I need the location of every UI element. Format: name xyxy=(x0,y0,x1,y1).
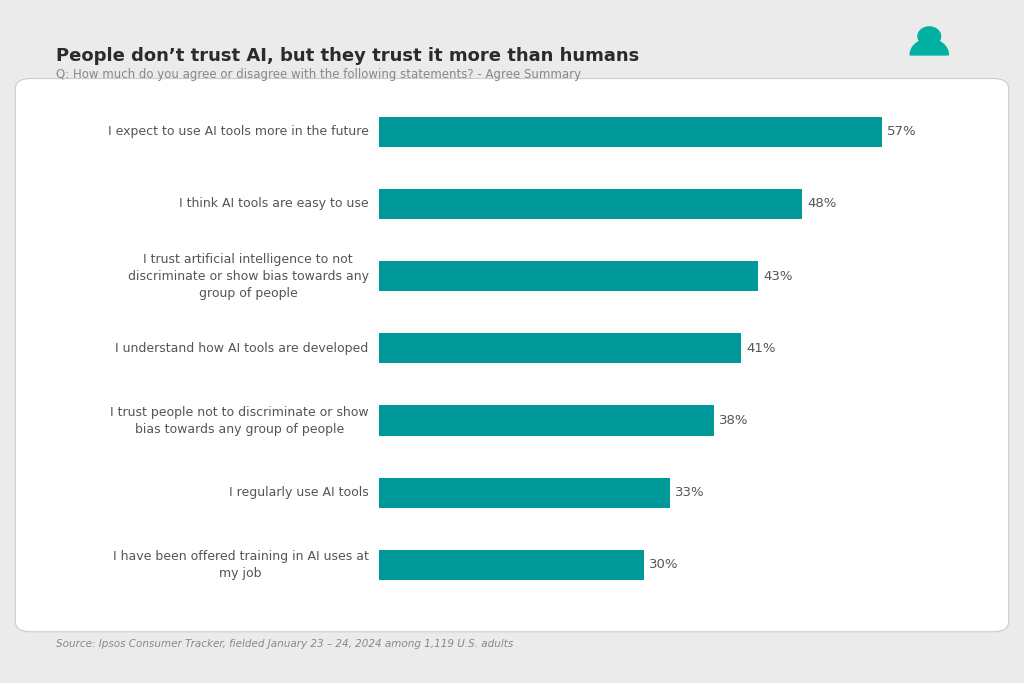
Text: 38%: 38% xyxy=(720,414,749,427)
Text: 33%: 33% xyxy=(675,486,705,499)
Bar xyxy=(379,333,740,363)
Wedge shape xyxy=(910,39,948,55)
Text: 43%: 43% xyxy=(764,270,793,283)
Circle shape xyxy=(918,27,941,46)
Text: I trust artificial intelligence to not
discriminate or show bias towards any
gro: I trust artificial intelligence to not d… xyxy=(128,253,369,300)
Bar xyxy=(379,261,758,291)
Text: Source: Ipsos Consumer Tracker, fielded January 23 – 24, 2024 among 1,119 U.S. a: Source: Ipsos Consumer Tracker, fielded … xyxy=(56,639,514,649)
Bar xyxy=(379,117,882,147)
Text: I regularly use AI tools: I regularly use AI tools xyxy=(229,486,369,499)
Bar xyxy=(379,189,803,219)
Bar xyxy=(379,406,714,436)
Text: 41%: 41% xyxy=(745,342,775,355)
Text: 48%: 48% xyxy=(808,197,837,210)
Bar xyxy=(379,477,670,508)
Text: I understand how AI tools are developed: I understand how AI tools are developed xyxy=(116,342,369,355)
Text: I expect to use AI tools more in the future: I expect to use AI tools more in the fut… xyxy=(108,125,369,138)
Text: I trust people not to discriminate or show
bias towards any group of people: I trust people not to discriminate or sh… xyxy=(110,406,369,436)
Text: People don’t trust AI, but they trust it more than humans: People don’t trust AI, but they trust it… xyxy=(56,47,640,65)
Text: Ipsos: Ipsos xyxy=(913,80,945,90)
Text: I have been offered training in AI uses at
my job: I have been offered training in AI uses … xyxy=(113,550,369,580)
Text: Q: How much do you agree or disagree with the following statements? - Agree Summ: Q: How much do you agree or disagree wit… xyxy=(56,68,582,81)
Text: I think AI tools are easy to use: I think AI tools are easy to use xyxy=(179,197,369,210)
Text: 57%: 57% xyxy=(887,125,916,138)
Text: 30%: 30% xyxy=(649,559,678,572)
Bar xyxy=(379,550,643,580)
